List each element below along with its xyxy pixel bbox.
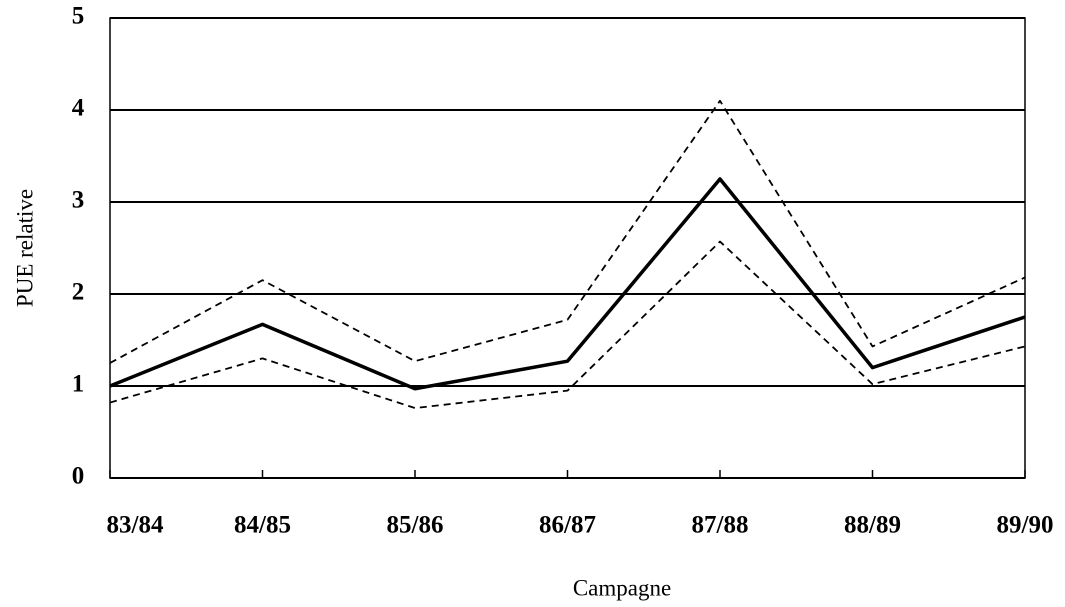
x-tick-label: 83/84 (107, 512, 164, 539)
y-tick-label: 2 (72, 279, 85, 306)
y-tick-label: 4 (72, 95, 85, 122)
line (109, 177, 1026, 391)
y-axis-title: PUE relative (12, 189, 37, 307)
x-tick-label: 84/85 (234, 512, 291, 539)
plot-frame (109, 17, 1026, 479)
y-tick-label: 5 (72, 3, 85, 30)
y-tick-label: 3 (72, 187, 85, 214)
x-tick-label: 86/87 (539, 512, 596, 539)
x-tick-label: 85/86 (387, 512, 444, 539)
y-tick-label: 1 (72, 371, 85, 398)
y-tick-label: 0 (72, 463, 85, 490)
x-tick-label: 88/89 (844, 512, 901, 539)
x-axis-title: Campagne (573, 575, 671, 600)
dashed-line (109, 240, 1026, 409)
dashed-line (109, 99, 1026, 364)
x-tick-label: 87/88 (692, 512, 749, 539)
x-tick-label: 89/90 (997, 512, 1054, 539)
